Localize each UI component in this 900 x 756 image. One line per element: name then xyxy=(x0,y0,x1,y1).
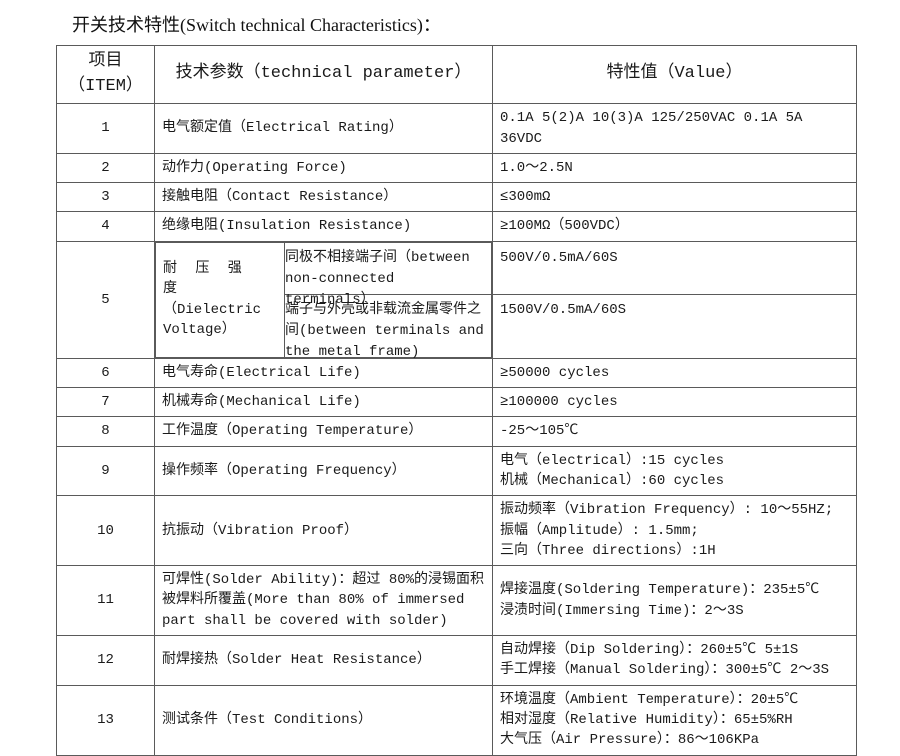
table-row-dielectric: 5 耐 压 强 度 （Dielectric Voltage） xyxy=(56,240,857,360)
value-line: 手工焊接（Manual Soldering）：300±5℃ 2～3S xyxy=(500,662,830,679)
row-parameter: 电气寿命(Electrical Life) xyxy=(154,357,493,389)
dielectric-name-line2: （Dielectric xyxy=(163,301,262,318)
value-line: 大气压（Air Pressure）：86～106KPa xyxy=(500,732,760,749)
value-line: 振幅（Amplitude）: 1.5mm; xyxy=(500,522,699,539)
dielectric-value-2: 1500V/0.5mA/60S xyxy=(500,301,627,318)
dielectric-sublabels: 同极不相接端子间（between non-connected terminals… xyxy=(284,241,492,360)
dielectric-value-1: 500V/0.5mA/60S xyxy=(493,243,856,295)
dielectric-layout: 耐 压 强 度 （Dielectric Voltage） 同极不相接端子间（be… xyxy=(155,241,492,360)
dielectric-name-line3: Voltage） xyxy=(163,322,236,339)
table-row: 1 电气额定值（Electrical Rating） 0.1A 5(2)A 10… xyxy=(56,103,857,154)
dielectric-sublabel-2: 端子与外壳或非载流金属零件之间(between terminals and th… xyxy=(285,301,484,360)
row-value: 焊接温度(Soldering Temperature)：235±5℃ 浸渍时间(… xyxy=(492,565,857,637)
table-row: 8 工作温度（Operating Temperature） -25～105℃ xyxy=(56,416,857,447)
value-line: 三向（Three directions）:1H xyxy=(500,542,716,559)
dielectric-name-line1: 耐 压 强 度 xyxy=(163,261,247,298)
row-item-number: 7 xyxy=(56,387,155,418)
row-parameter: 操作频率（Operating Frequency） xyxy=(154,445,493,497)
row-value: 振动频率（Vibration Frequency）: 10～55HZ; 振幅（A… xyxy=(492,495,857,567)
row-item-number: 13 xyxy=(56,684,155,756)
table-row: 7 机械寿命(Mechanical Life) ≥100000 cycles xyxy=(56,387,857,418)
row-parameter: 动作力(Operating Force) xyxy=(154,152,493,184)
row-parameter: 机械寿命(Mechanical Life) xyxy=(154,387,493,418)
row-parameter: 接触电阻（Contact Resistance） xyxy=(154,182,493,213)
row-value: ≥100MΩ（500VDC） xyxy=(492,211,857,242)
header-item-line1: 项目 xyxy=(88,52,123,71)
value-line: 振动频率（Vibration Frequency）: 10～55HZ; xyxy=(500,502,834,519)
header-parameter: 技术参数（technical parameter） xyxy=(154,44,493,105)
value-line: 焊接温度(Soldering Temperature)：235±5℃ xyxy=(500,582,820,599)
row-value: 0.1A 5(2)A 10(3)A 125/250VAC 0.1A 5A 36V… xyxy=(492,103,857,154)
dielectric-sublabel-1: 同极不相接端子间（between non-connected terminals… xyxy=(285,243,491,308)
row-item-number: 2 xyxy=(56,152,155,184)
row-item-number: 5 xyxy=(56,240,155,359)
switch-characteristics-table: 项目 （ITEM） 技术参数（technical parameter） 特性值（… xyxy=(56,44,857,756)
header-item-line2: （ITEM） xyxy=(68,76,143,96)
row-parameter: 工作温度（Operating Temperature） xyxy=(154,416,493,447)
row-item-number: 9 xyxy=(56,445,155,497)
table-row: 6 电气寿命(Electrical Life) ≥50000 cycles xyxy=(56,357,857,389)
row-parameter: 耐焊接热（Solder Heat Resistance） xyxy=(154,635,493,686)
row-value: 环境温度（Ambient Temperature）：20±5℃ 相对湿度（Rel… xyxy=(492,684,857,756)
row-value: -25～105℃ xyxy=(492,416,857,447)
value-line: 相对湿度（Relative Humidity）：65±5%RH xyxy=(500,711,793,728)
value-line: 浸渍时间(Immersing Time)：2～3S xyxy=(500,602,744,619)
row-item-number: 6 xyxy=(56,357,155,389)
table-row: 12 耐焊接热（Solder Heat Resistance） 自动焊接（Dip… xyxy=(56,635,857,686)
row-item-number: 12 xyxy=(56,635,155,686)
row-parameter: 电气额定值（Electrical Rating） xyxy=(154,103,493,154)
row-value: ≤300mΩ xyxy=(492,182,857,213)
row-item-number: 11 xyxy=(56,565,155,637)
row-value: 电气（electrical）:15 cycles 机械（Mechanical）:… xyxy=(492,445,857,497)
table-row: 11 可焊性(Solder Ability)：超过 80%的浸锡面积被焊料所覆盖… xyxy=(56,565,857,637)
row-item-number: 8 xyxy=(56,416,155,447)
row-value: ≥50000 cycles xyxy=(492,357,857,389)
table-row: 2 动作力(Operating Force) 1.0～2.5N xyxy=(56,152,857,184)
value-line: 环境温度（Ambient Temperature）：20±5℃ xyxy=(500,691,799,708)
value-line: 自动焊接（Dip Soldering）：260±5℃ 5±1S xyxy=(500,642,799,659)
row-value-dielectric: 500V/0.5mA/60S 1500V/0.5mA/60S xyxy=(492,240,857,359)
row-parameter-dielectric: 耐 压 强 度 （Dielectric Voltage） 同极不相接端子间（be… xyxy=(154,240,493,360)
header-value: 特性值（Value） xyxy=(492,44,857,105)
dielectric-name-block: 耐 压 强 度 （Dielectric Voltage） xyxy=(155,241,285,358)
row-item-number: 1 xyxy=(56,103,155,154)
table-row: 4 绝缘电阻(Insulation Resistance) ≥100MΩ（500… xyxy=(56,211,857,242)
row-parameter: 抗振动（Vibration Proof） xyxy=(154,495,493,567)
table-row: 9 操作频率（Operating Frequency） 电气（electrica… xyxy=(56,445,857,497)
page-title: 开关技术特性(Switch technical Characteristics)… xyxy=(72,15,441,35)
header-item: 项目 （ITEM） xyxy=(56,44,155,105)
row-parameter: 绝缘电阻(Insulation Resistance) xyxy=(154,211,493,242)
row-parameter: 可焊性(Solder Ability)：超过 80%的浸锡面积被焊料所覆盖(Mo… xyxy=(154,565,493,637)
row-item-number: 3 xyxy=(56,182,155,213)
table-row: 10 抗振动（Vibration Proof） 振动频率（Vibration F… xyxy=(56,495,857,567)
table-row: 3 接触电阻（Contact Resistance） ≤300mΩ xyxy=(56,182,857,213)
table-header-row: 项目 （ITEM） 技术参数（technical parameter） 特性值（… xyxy=(56,44,857,105)
row-parameter: 测试条件（Test Conditions） xyxy=(154,684,493,756)
row-value: 1.0～2.5N xyxy=(492,152,857,184)
row-item-number: 4 xyxy=(56,211,155,242)
table-row: 13 测试条件（Test Conditions） 环境温度（Ambient Te… xyxy=(56,684,857,756)
row-item-number: 10 xyxy=(56,495,155,567)
row-value: 自动焊接（Dip Soldering）：260±5℃ 5±1S 手工焊接（Man… xyxy=(492,635,857,686)
value-line: 机械（Mechanical）:60 cycles xyxy=(500,472,725,489)
row-value: ≥100000 cycles xyxy=(492,387,857,418)
value-line: 电气（electrical）:15 cycles xyxy=(500,452,725,469)
parameter-text: 可焊性(Solder Ability)：超过 80%的浸锡面积被焊料所覆盖(Mo… xyxy=(162,572,485,629)
